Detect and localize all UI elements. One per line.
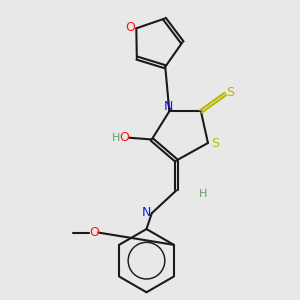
Text: H: H <box>199 189 207 199</box>
Text: N: N <box>142 206 151 219</box>
Text: O: O <box>119 131 129 144</box>
Text: O: O <box>89 226 99 239</box>
Text: H: H <box>112 133 120 143</box>
Text: S: S <box>226 86 234 99</box>
Text: O: O <box>126 21 136 34</box>
Text: S: S <box>211 137 219 150</box>
Text: N: N <box>164 100 173 112</box>
